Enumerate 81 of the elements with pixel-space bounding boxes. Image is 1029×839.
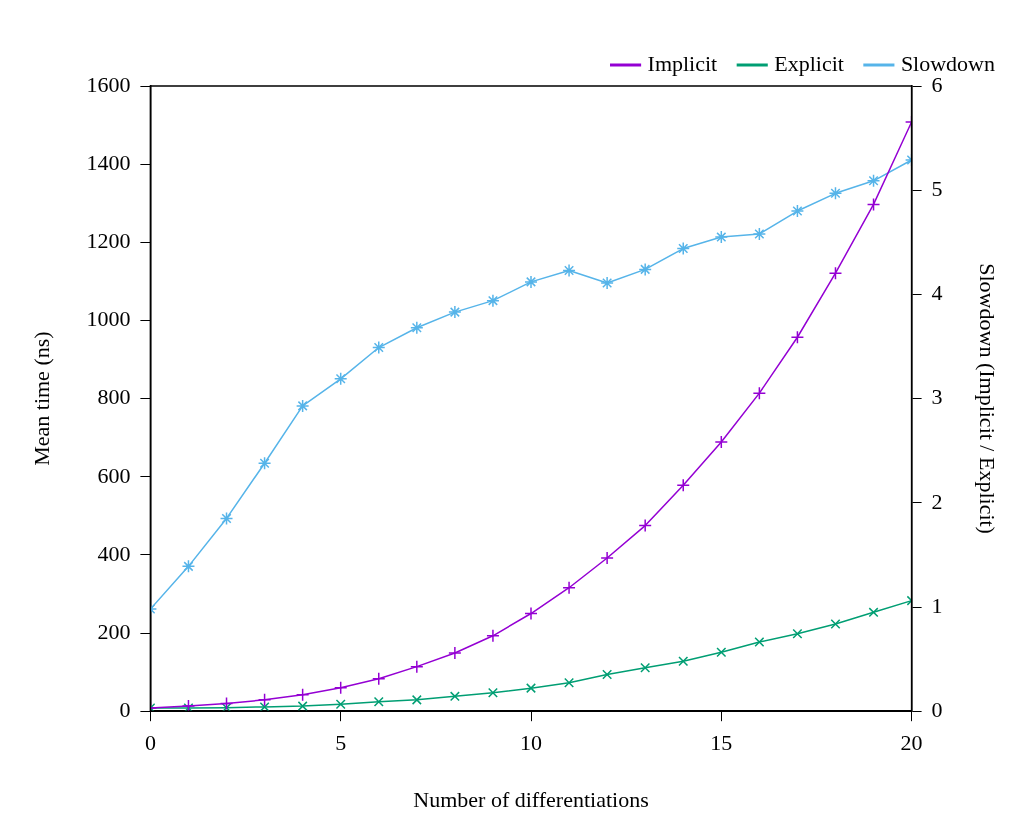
y-tick-label: 1000 — [86, 306, 131, 332]
x-tick-label: 15 — [710, 730, 733, 756]
x-tick-label: 20 — [900, 730, 923, 756]
y-tick-label: 800 — [97, 384, 131, 410]
x-axis-title: Number of differentiations — [413, 786, 649, 812]
legend-label: Explicit — [774, 50, 844, 76]
point — [526, 683, 536, 694]
legend-label: Implicit — [647, 50, 718, 76]
point — [676, 478, 690, 493]
point — [448, 646, 462, 660]
point — [866, 174, 881, 188]
point — [678, 656, 689, 667]
y2-tick-label: 2 — [931, 488, 943, 514]
point — [524, 275, 538, 289]
point — [792, 628, 803, 639]
point — [448, 305, 462, 319]
point — [183, 703, 194, 712]
point — [676, 241, 690, 256]
point — [449, 691, 460, 702]
x-tick-label: 5 — [335, 730, 347, 756]
y-tick-label: 1200 — [86, 228, 131, 254]
point — [752, 386, 767, 400]
point — [754, 637, 765, 648]
y-tick-label: 400 — [97, 540, 131, 566]
point — [410, 659, 424, 674]
point — [333, 372, 348, 386]
y-tick-label: 1600 — [86, 71, 131, 97]
y-tick-label: 200 — [97, 618, 131, 644]
y-axis-title: Mean time (ns) — [28, 331, 54, 466]
point — [714, 435, 729, 449]
point — [830, 619, 841, 630]
point — [866, 197, 881, 212]
y2-tick-label: 0 — [931, 696, 943, 722]
y2-tick-label: 1 — [931, 592, 943, 618]
point — [486, 293, 500, 308]
point — [373, 696, 384, 707]
x-tick-label: 10 — [520, 730, 542, 756]
x-tick-label: 0 — [144, 730, 156, 756]
point — [410, 320, 424, 335]
y2-tick-label: 4 — [931, 280, 943, 306]
point — [411, 694, 422, 705]
point — [602, 669, 613, 680]
point — [297, 701, 308, 712]
point — [372, 340, 386, 355]
point — [638, 262, 652, 277]
point — [487, 687, 498, 698]
y2-tick-label: 3 — [931, 384, 943, 410]
point — [181, 699, 196, 712]
point — [638, 518, 652, 533]
point — [486, 629, 500, 643]
point — [259, 701, 270, 712]
point — [335, 699, 346, 710]
point — [828, 186, 843, 201]
point — [295, 399, 310, 413]
point — [600, 276, 614, 290]
point — [868, 607, 879, 618]
point — [600, 551, 614, 565]
y-tick-label: 600 — [97, 462, 131, 488]
point — [714, 230, 729, 244]
point — [333, 681, 348, 695]
point — [295, 688, 310, 702]
point — [181, 559, 196, 574]
point — [790, 330, 805, 344]
point — [640, 662, 651, 673]
y-tick-label: 0 — [119, 696, 131, 722]
point — [716, 647, 727, 658]
point — [752, 227, 767, 241]
point — [219, 696, 234, 711]
y-tick-label: 1400 — [86, 149, 131, 175]
y2-axis-title: Slowdown (Implicit / Explicit) — [975, 263, 1001, 534]
point — [562, 263, 576, 278]
y2-tick-label: 5 — [931, 175, 943, 201]
point — [257, 693, 272, 707]
point — [372, 672, 386, 686]
point — [828, 266, 843, 280]
point — [219, 511, 234, 526]
point — [257, 456, 272, 470]
point — [524, 606, 538, 621]
point — [790, 204, 805, 218]
point — [562, 580, 576, 595]
point — [564, 677, 575, 688]
